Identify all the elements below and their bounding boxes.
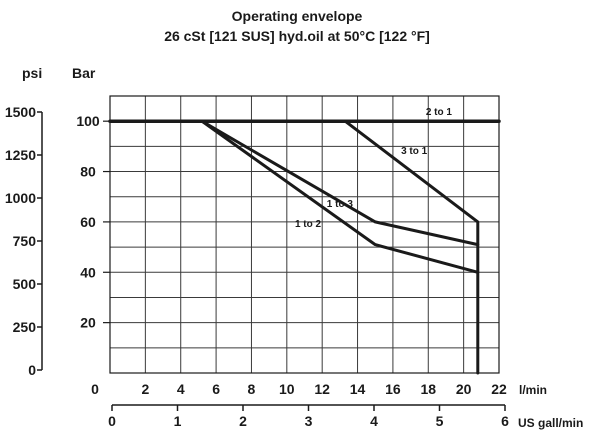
x-tick-label: 14 (350, 381, 366, 397)
x-secondary-tick-label: 0 (108, 413, 116, 429)
x-tick-label: 10 (279, 381, 295, 397)
y-psi-tick-label: 1250 (5, 147, 36, 163)
series-label: 3 to 1 (401, 146, 428, 157)
x-tick-label: 8 (248, 381, 256, 397)
chart-subtitle: 26 cSt [121 SUS] hyd.oil at 50°C [122 °F… (164, 28, 430, 44)
y-bar-tick-label: 100 (76, 113, 100, 129)
x-tick-label: 4 (177, 381, 185, 397)
x-tick-label: 20 (456, 381, 472, 397)
y-bar-tick-label: 20 (80, 315, 96, 331)
x-secondary-tick-label: 4 (370, 413, 378, 429)
y-left-unit-label: psi (22, 65, 42, 81)
series-label: 1 to 3 (327, 199, 354, 210)
y-psi-tick-label: 1500 (5, 104, 36, 120)
chart-title: Operating envelope (232, 8, 363, 24)
series-1-to-3-line (200, 119, 480, 247)
y-psi-tick-label: 750 (13, 233, 37, 249)
y-psi-tick-label: 1000 (5, 190, 36, 206)
x-tick-label: 16 (385, 381, 401, 397)
x-secondary-unit-label: US gall/min (518, 416, 583, 430)
x-secondary-tick-label: 6 (501, 413, 509, 429)
x-tick-label: 2 (141, 381, 149, 397)
y-bar-tick-label: 60 (80, 214, 96, 230)
series-label: 2 to 1 (426, 107, 453, 118)
y-bar-tick-label: 40 (80, 264, 96, 280)
plot-frame (109, 95, 500, 374)
series-label: 1 to 2 (295, 219, 322, 230)
x-secondary-tick-label: 2 (239, 413, 247, 429)
y-right-unit-label: Bar (72, 65, 96, 81)
y-psi-tick-label: 500 (13, 276, 37, 292)
x-primary-unit-label: l/min (519, 383, 547, 397)
x-secondary-tick-label: 1 (174, 413, 182, 429)
series-3-to-1-line (343, 119, 480, 375)
x-tick-label: 18 (420, 381, 436, 397)
y-psi-tick-label: 0 (28, 362, 36, 378)
origin-label: 0 (91, 381, 99, 397)
x-tick-label: 6 (212, 381, 220, 397)
x-secondary-tick-label: 5 (436, 413, 444, 429)
x-secondary-tick-label: 3 (305, 413, 313, 429)
y-psi-tick-label: 250 (13, 319, 37, 335)
x-tick-label: 12 (314, 381, 330, 397)
y-bar-tick-label: 80 (80, 164, 96, 180)
series-1-to-2-line (200, 119, 480, 274)
x-tick-label: 22 (491, 381, 507, 397)
